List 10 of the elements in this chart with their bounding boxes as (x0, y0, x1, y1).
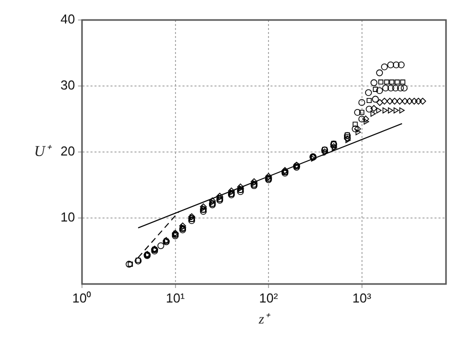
x-tick-label: 10² (259, 290, 279, 306)
x-tick-label: 10⁰ (72, 290, 92, 306)
y-tick-label: 30 (60, 78, 75, 93)
y-tick-label: 10 (60, 210, 75, 225)
x-tick-label: 10¹ (166, 290, 186, 306)
y-tick-label: 40 (60, 12, 75, 27)
x-axis-title: z⁺ (258, 312, 272, 328)
y-axis-title: U⁺ (34, 144, 52, 160)
x-tick-label: 10³ (352, 290, 372, 306)
y-tick-label: 20 (60, 144, 75, 159)
